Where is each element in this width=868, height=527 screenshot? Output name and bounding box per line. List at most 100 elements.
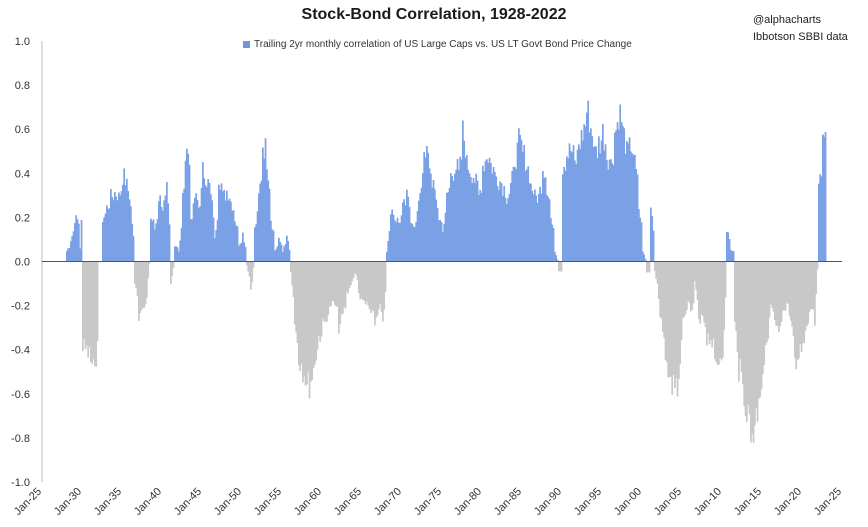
correlation-bar bbox=[586, 112, 588, 262]
correlation-bar bbox=[707, 261, 710, 333]
correlation-bar bbox=[166, 182, 168, 262]
correlation-bar bbox=[468, 173, 471, 262]
x-tick-label: Jan-40 bbox=[132, 486, 164, 518]
correlation-bar bbox=[123, 168, 126, 262]
correlation-bar bbox=[292, 261, 295, 297]
correlation-bar bbox=[760, 261, 763, 390]
correlation-bar bbox=[288, 249, 291, 262]
correlation-bar bbox=[715, 261, 718, 363]
correlation-bar bbox=[354, 261, 356, 274]
correlation-bar bbox=[767, 261, 770, 339]
correlation-bar bbox=[348, 261, 351, 289]
correlation-bar bbox=[759, 261, 762, 397]
correlation-bar bbox=[462, 120, 464, 262]
correlation-bar bbox=[136, 261, 139, 296]
correlation-bar bbox=[687, 261, 690, 302]
correlation-bar bbox=[666, 261, 668, 362]
correlation-bar bbox=[704, 261, 707, 327]
correlation-bar bbox=[746, 261, 748, 423]
correlation-bar bbox=[506, 203, 508, 262]
correlation-bar bbox=[646, 261, 648, 273]
correlation-bar bbox=[328, 261, 331, 307]
correlation-bar bbox=[446, 192, 448, 262]
correlation-bar bbox=[794, 261, 796, 358]
correlation-bar bbox=[83, 261, 86, 339]
correlation-bar bbox=[132, 236, 135, 262]
correlation-bar bbox=[664, 261, 667, 360]
correlation-bar bbox=[423, 151, 426, 262]
correlation-bar bbox=[79, 248, 82, 262]
y-tick-label: 1.0 bbox=[15, 36, 30, 48]
correlation-bar bbox=[566, 156, 568, 262]
correlation-bar bbox=[178, 251, 180, 262]
correlation-bar bbox=[212, 217, 215, 262]
correlation-bar bbox=[795, 261, 798, 370]
correlation-bar bbox=[474, 183, 476, 262]
correlation-bar bbox=[182, 193, 184, 262]
correlation-bar bbox=[148, 261, 151, 264]
y-tick-label: 0.4 bbox=[15, 168, 30, 180]
correlation-bar bbox=[370, 261, 372, 313]
correlation-bar bbox=[156, 219, 159, 262]
correlation-bar bbox=[376, 261, 379, 316]
correlation-bar bbox=[224, 200, 227, 262]
correlation-bar bbox=[143, 261, 146, 308]
correlation-bar bbox=[342, 261, 344, 314]
correlation-bar bbox=[164, 195, 167, 262]
correlation-bar bbox=[144, 261, 147, 305]
correlation-bar bbox=[596, 158, 599, 262]
correlation-bar bbox=[180, 227, 183, 262]
correlation-bar bbox=[702, 261, 704, 317]
correlation-bar bbox=[782, 261, 784, 311]
correlation-bar bbox=[122, 184, 124, 262]
correlation-bar bbox=[564, 170, 567, 262]
correlation-bar bbox=[488, 157, 491, 262]
correlation-bar bbox=[514, 167, 516, 262]
correlation-bar bbox=[314, 261, 316, 365]
correlation-bar bbox=[730, 249, 732, 262]
correlation-bar bbox=[694, 261, 696, 281]
correlation-bar bbox=[663, 261, 666, 338]
correlation-bar bbox=[404, 205, 407, 262]
correlation-bar bbox=[384, 261, 387, 292]
correlation-bar bbox=[655, 261, 658, 279]
correlation-bar bbox=[76, 219, 79, 262]
correlation-bar bbox=[183, 188, 186, 262]
correlation-bar bbox=[599, 153, 602, 262]
legend-swatch bbox=[243, 41, 250, 48]
correlation-bar bbox=[380, 261, 383, 312]
bars-group bbox=[66, 100, 827, 443]
correlation-bar bbox=[479, 189, 482, 262]
correlation-bar bbox=[494, 171, 496, 262]
correlation-bar bbox=[412, 226, 415, 262]
correlation-bar bbox=[366, 261, 368, 302]
correlation-bar bbox=[606, 159, 608, 262]
correlation-bar bbox=[176, 247, 179, 262]
correlation-bar bbox=[734, 261, 736, 322]
correlation-bar bbox=[275, 249, 278, 262]
y-tick-label: -0.8 bbox=[11, 433, 30, 445]
correlation-bar bbox=[386, 251, 388, 262]
correlation-bar bbox=[110, 188, 112, 262]
correlation-bar bbox=[196, 199, 199, 262]
correlation-bar bbox=[526, 169, 528, 262]
correlation-bar bbox=[538, 194, 540, 262]
correlation-bar bbox=[383, 261, 386, 310]
correlation-bar bbox=[452, 180, 455, 262]
correlation-bar bbox=[588, 132, 591, 262]
correlation-bar bbox=[227, 200, 230, 262]
correlation-bar bbox=[628, 137, 631, 262]
correlation-bar bbox=[340, 261, 343, 315]
correlation-bar bbox=[486, 159, 488, 262]
correlation-bar bbox=[323, 261, 326, 322]
correlation-bar bbox=[791, 261, 794, 327]
correlation-bar bbox=[683, 261, 686, 317]
correlation-bar bbox=[95, 261, 98, 367]
correlation-bar bbox=[303, 261, 306, 377]
correlation-bar bbox=[615, 130, 618, 262]
correlation-bar bbox=[546, 194, 548, 262]
correlation-bar bbox=[254, 227, 256, 262]
correlation-bar bbox=[352, 261, 355, 279]
correlation-bar bbox=[211, 200, 214, 262]
correlation-bar bbox=[823, 136, 826, 262]
